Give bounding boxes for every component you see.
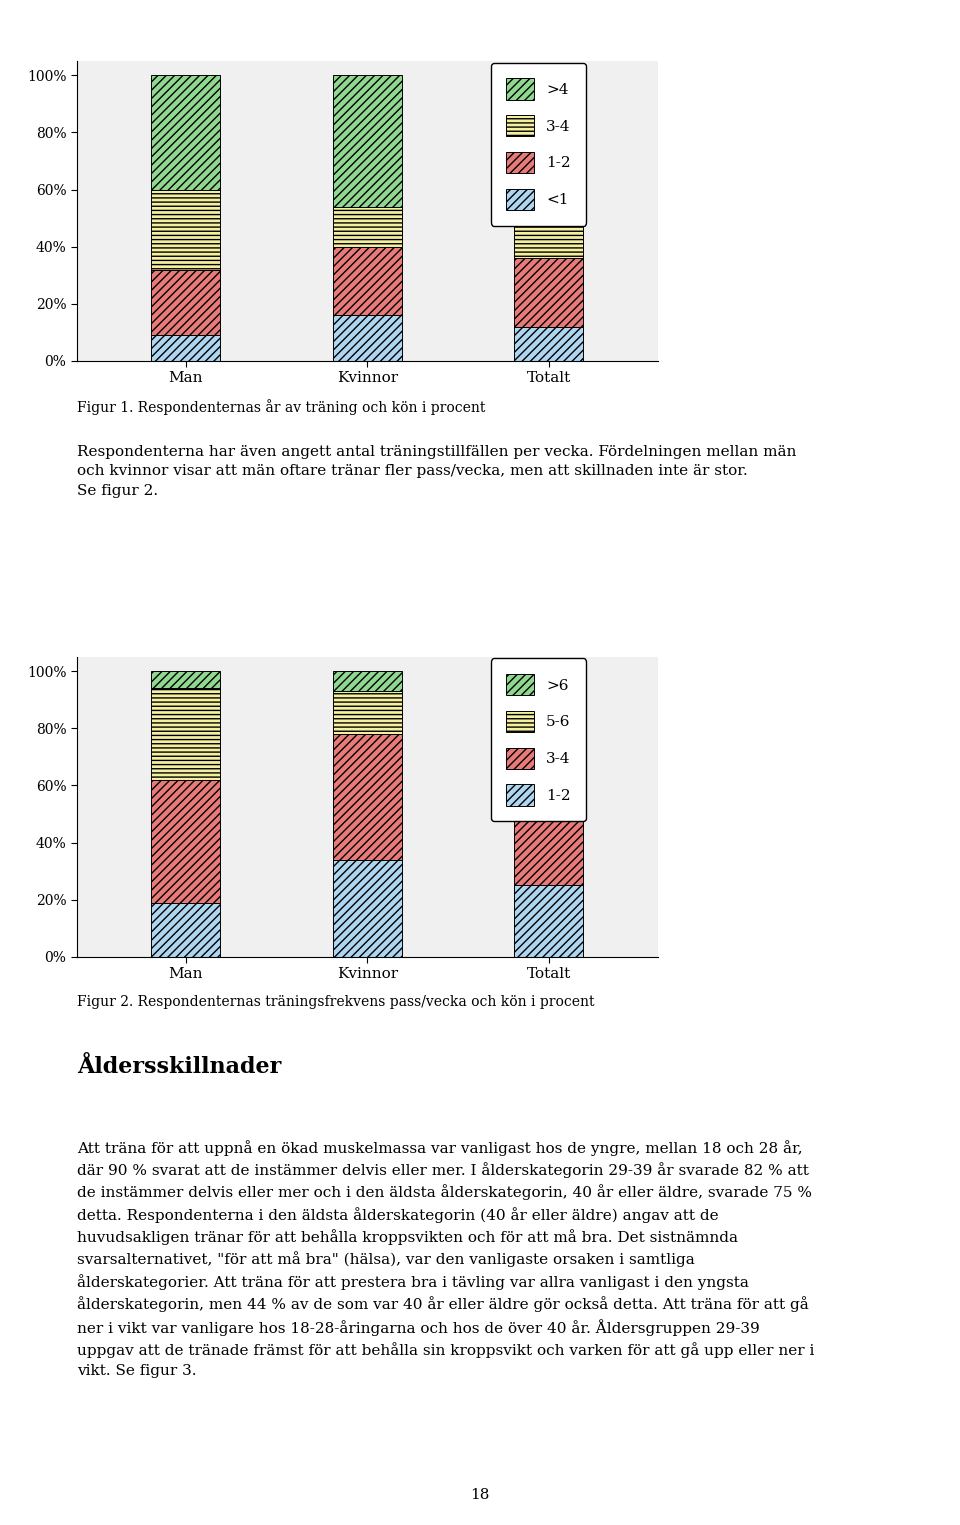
Bar <box>152 688 220 779</box>
Bar <box>515 195 584 258</box>
Bar <box>152 779 220 903</box>
Text: Figur 2. Respondenternas träningsfrekvens pass/vecka och kön i procent: Figur 2. Respondenternas träningsfrekven… <box>77 994 594 1010</box>
Bar <box>333 860 402 956</box>
Bar <box>333 247 402 316</box>
Legend: >6, 5-6, 3-4, 1-2: >6, 5-6, 3-4, 1-2 <box>492 659 586 822</box>
Bar <box>152 189 220 270</box>
Bar <box>333 734 402 860</box>
Text: Att träna för att uppnå en ökad muskelmassa var vanligast hos de yngre, mellan 1: Att träna för att uppnå en ökad muskelma… <box>77 1139 814 1377</box>
Text: 18: 18 <box>470 1488 490 1502</box>
Bar <box>515 688 584 756</box>
Bar <box>515 756 584 886</box>
Bar <box>515 671 584 688</box>
Bar <box>333 75 402 207</box>
Text: Respondenterna har även angett antal träningstillfällen per vecka. Fördelningen : Respondenterna har även angett antal trä… <box>77 445 796 497</box>
Bar <box>152 903 220 956</box>
Bar <box>333 207 402 247</box>
Bar <box>333 671 402 691</box>
Bar <box>152 336 220 361</box>
Bar <box>152 75 220 189</box>
Bar <box>152 270 220 336</box>
Bar <box>333 316 402 361</box>
Bar <box>515 75 584 195</box>
Bar <box>515 258 584 326</box>
Bar <box>152 671 220 688</box>
Bar <box>515 326 584 361</box>
Bar <box>333 691 402 734</box>
Text: Åldersskillnader: Åldersskillnader <box>77 1055 281 1078</box>
Bar <box>515 886 584 956</box>
Text: Figur 1. Respondenternas år av träning och kön i procent: Figur 1. Respondenternas år av träning o… <box>77 400 485 415</box>
Legend: >4, 3-4, 1-2, <1: >4, 3-4, 1-2, <1 <box>492 63 586 226</box>
